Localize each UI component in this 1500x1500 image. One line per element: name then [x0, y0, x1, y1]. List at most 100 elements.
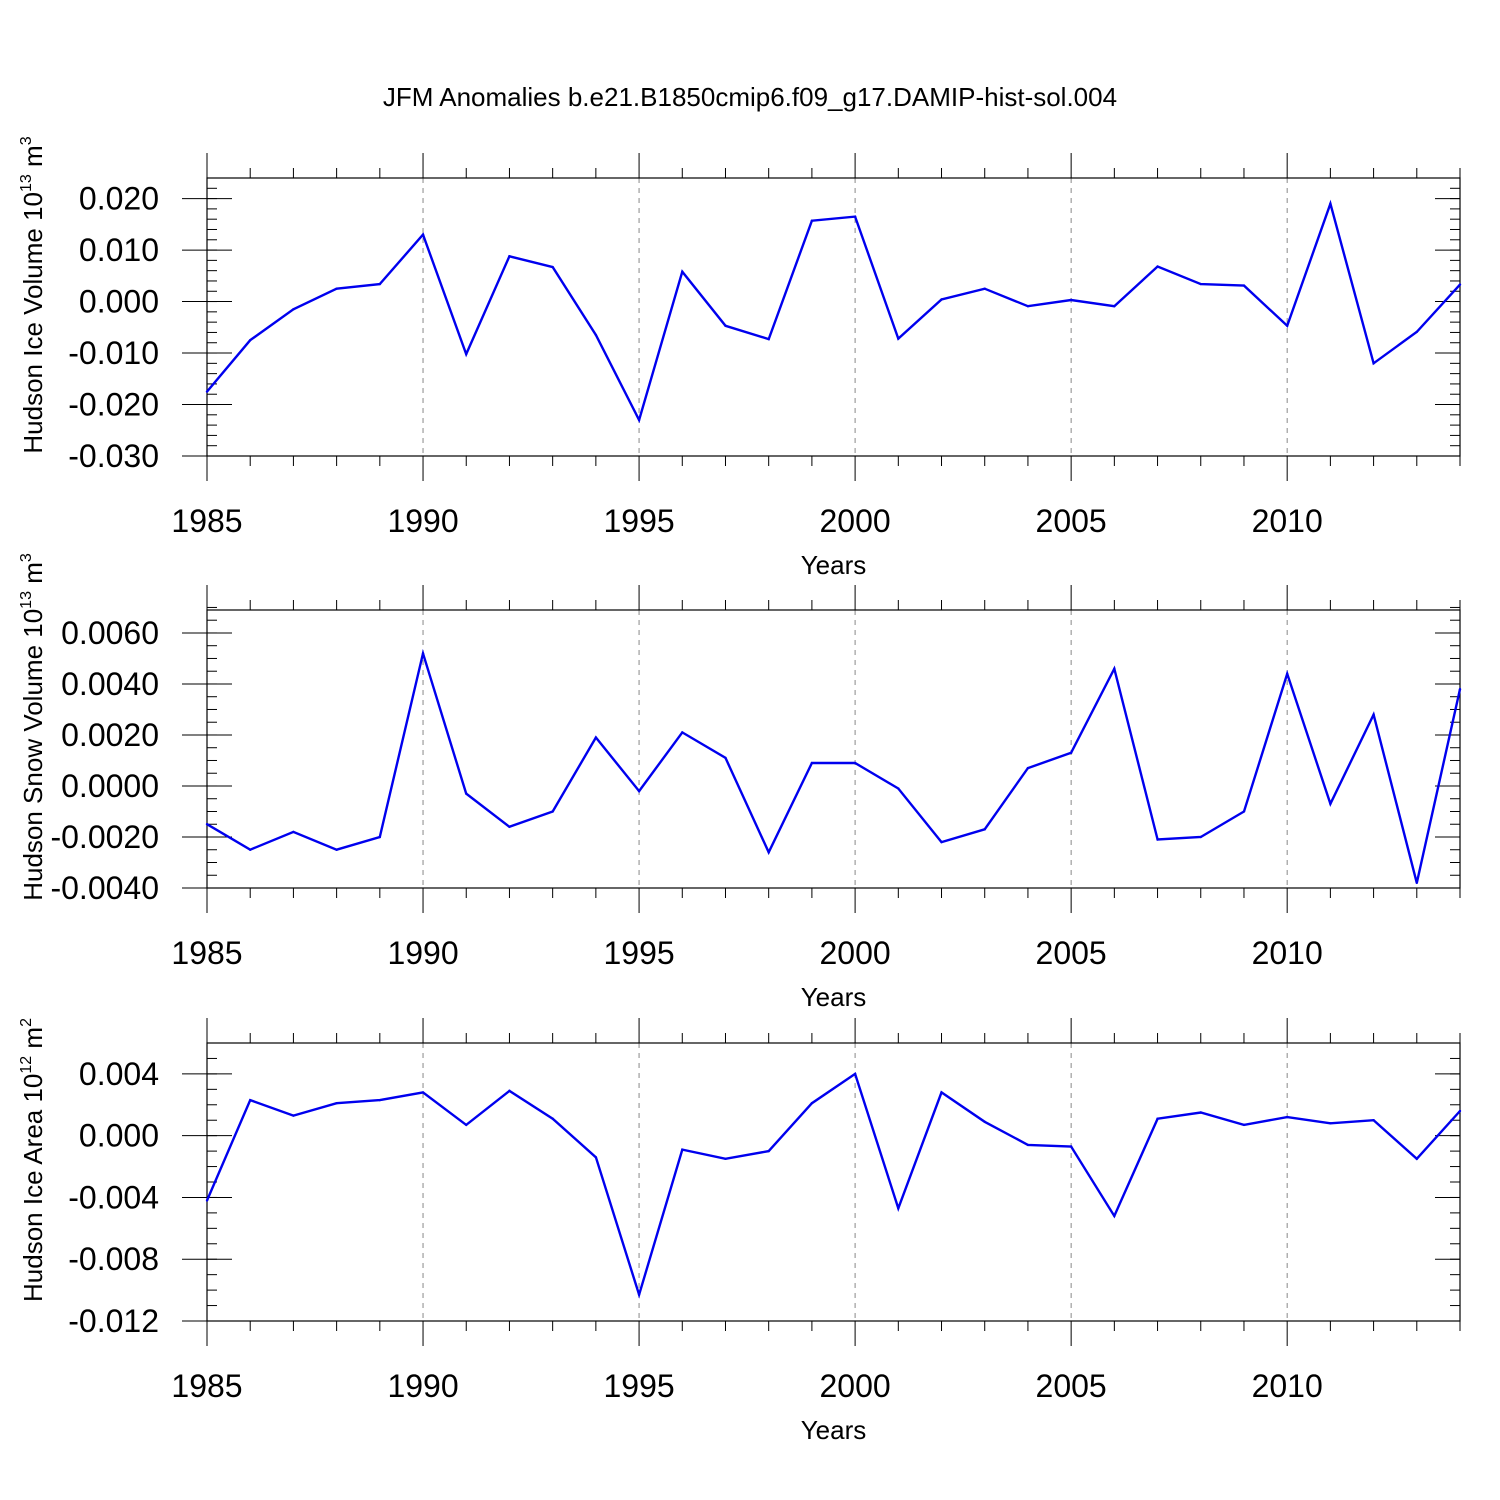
data-point	[421, 1091, 425, 1094]
x-tick-label: 1985	[171, 935, 242, 971]
data-point	[1415, 881, 1418, 885]
data-point	[1415, 330, 1418, 334]
data-point	[853, 761, 857, 765]
data-point	[1026, 1143, 1030, 1147]
y-axis-label: Hudson Snow Volume 1013 m3	[18, 553, 48, 901]
x-tick-label: 1995	[603, 935, 674, 971]
data-point	[1113, 1214, 1116, 1218]
data-point	[421, 233, 425, 236]
data-point	[249, 848, 252, 851]
data-point	[637, 1293, 641, 1296]
series-line	[206, 199, 1461, 424]
data-point	[249, 338, 252, 342]
data-point	[551, 1117, 554, 1120]
panel-2: -0.0040 -0.0020 0.0000 0.0020 0.0040 0.0060 19…	[18, 553, 1462, 1012]
data-point	[249, 1098, 252, 1102]
series-line	[206, 648, 1462, 884]
data-point	[810, 1102, 814, 1105]
data-point	[940, 840, 943, 844]
y-tick-label: -0.004	[68, 1179, 159, 1215]
data-point	[724, 1157, 727, 1161]
x-tick-label: 1985	[171, 1368, 242, 1404]
plot-frame	[206, 609, 1461, 889]
y-tick-label: 0.010	[79, 232, 159, 268]
y-tick-label: 0.000	[79, 284, 159, 320]
y-tick-label: -0.0020	[50, 819, 159, 855]
data-point	[1156, 265, 1159, 268]
x-tick-label: 2005	[1036, 503, 1107, 539]
data-point	[292, 1114, 295, 1117]
x-tick-label: 2000	[820, 935, 891, 971]
data-point	[1156, 838, 1159, 841]
y-tick-label: 0.0060	[61, 615, 159, 651]
data-point	[1372, 362, 1375, 365]
data-point	[1156, 1117, 1159, 1120]
data-point	[335, 287, 338, 290]
data-point	[853, 1072, 857, 1076]
y-tick-label: -0.0040	[50, 870, 159, 906]
y-tick-label: -0.008	[68, 1241, 159, 1277]
data-point	[508, 825, 511, 828]
data-point	[465, 1123, 468, 1127]
x-tick-label: 2010	[1252, 935, 1323, 971]
panel-3: -0.012 -0.008 -0.004 0.000 0.004 1985 1990 1995…	[18, 1018, 1462, 1445]
x-tick-label: 2000	[820, 1368, 891, 1404]
x-tick-label: 1990	[387, 1368, 458, 1404]
data-point	[897, 1207, 900, 1210]
data-point	[1242, 810, 1246, 813]
y-tick-label: -0.010	[68, 335, 159, 371]
data-point	[292, 830, 295, 834]
series-line	[205, 1072, 1461, 1299]
data-point	[1329, 202, 1332, 205]
data-point	[378, 835, 382, 839]
panels: -0.030 -0.020 -0.010 0.000 0.010 0.020 1985 199…	[18, 136, 1462, 1445]
data-point	[205, 390, 209, 393]
data-point	[810, 761, 814, 765]
x-axis-label: Years	[801, 1415, 867, 1445]
data-point	[1199, 1111, 1202, 1114]
panel-1: -0.030 -0.020 -0.010 0.000 0.010 0.020 1985 199…	[18, 136, 1462, 580]
x-axis-label: Years	[801, 982, 867, 1012]
data-point	[1069, 298, 1073, 302]
y-tick-label: 0.0040	[61, 666, 159, 702]
y-axis-label: Hudson Ice Volume 1013 m3	[18, 136, 48, 453]
data-point	[1458, 283, 1462, 286]
data-point	[1372, 1119, 1375, 1122]
data-point	[205, 823, 209, 826]
x-axis-label: Years	[801, 550, 867, 580]
x-tick-label: 1985	[171, 503, 242, 539]
data-point	[1026, 766, 1030, 770]
y-tick-label: 0.004	[79, 1056, 159, 1092]
data-point	[724, 756, 727, 760]
data-point	[767, 851, 770, 854]
data-point	[681, 1148, 684, 1151]
data-point	[1458, 1109, 1462, 1113]
y-tick-label: -0.030	[68, 438, 159, 474]
data-point	[1329, 1122, 1332, 1125]
figure-title: JFM Anomalies b.e21.B1850cmip6.f09_g17.D…	[383, 82, 1117, 112]
data-point	[378, 1098, 382, 1102]
data-point	[508, 255, 511, 258]
y-tick-label: 0.0020	[61, 717, 159, 753]
data-point	[983, 1120, 986, 1123]
plot-frame	[206, 1042, 1461, 1322]
data-point	[1285, 672, 1289, 675]
data-point	[551, 265, 554, 269]
data-point	[1372, 713, 1375, 716]
y-tick-label: 0.0000	[61, 768, 159, 804]
data-point	[594, 333, 598, 337]
data-point	[810, 219, 814, 222]
data-point	[335, 848, 338, 851]
data-point	[1113, 667, 1116, 670]
data-point	[594, 736, 598, 739]
data-point	[1026, 304, 1030, 308]
data-point	[897, 787, 900, 790]
data-point	[508, 1089, 511, 1093]
data-point	[421, 652, 425, 655]
data-point	[1113, 304, 1116, 308]
data-point	[1069, 1145, 1073, 1148]
data-point	[983, 287, 986, 290]
y-tick-label: -0.012	[68, 1303, 159, 1339]
data-point	[205, 1199, 209, 1202]
